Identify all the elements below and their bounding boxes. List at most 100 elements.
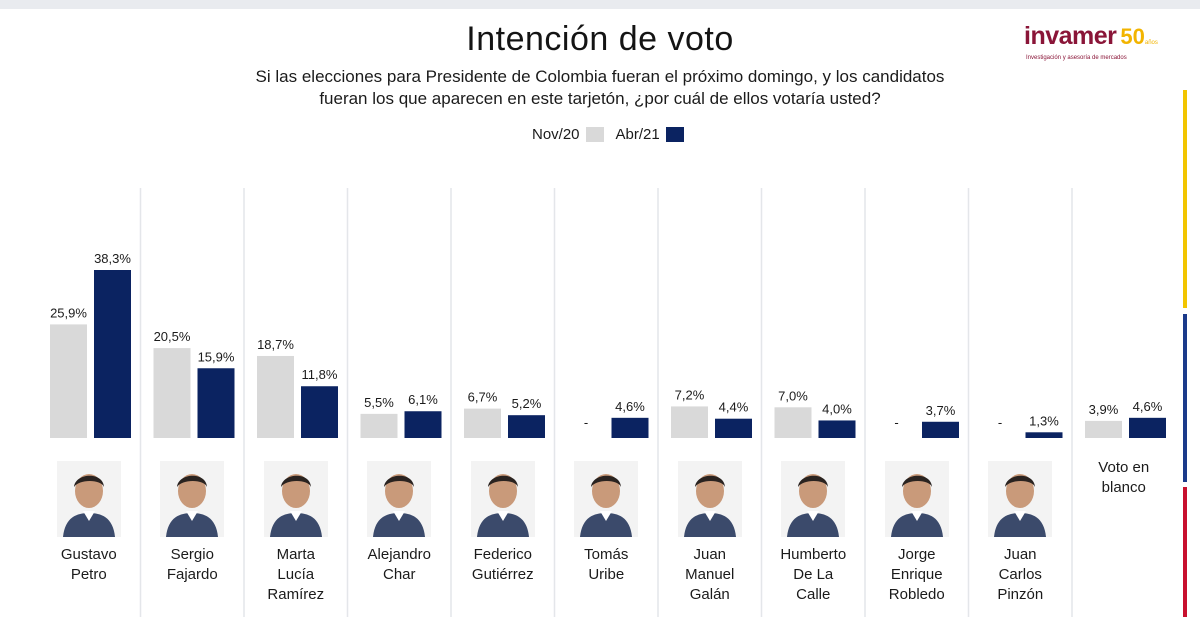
- bar-abr21: [818, 420, 856, 438]
- candidate-photo: [470, 461, 535, 537]
- candidate-name: Alejandro Char: [348, 545, 452, 585]
- candidate-name-line: Uribe: [588, 566, 625, 583]
- chart-legend: Nov/20 Abr/21: [532, 126, 696, 143]
- data-label-nov20: -: [998, 415, 1002, 430]
- candidate-photo: [781, 461, 846, 537]
- candidate-name: Juan Carlos Pinzón: [969, 545, 1073, 605]
- data-label-abr21: 38,3%: [94, 251, 131, 266]
- candidate-name: Juan Manuel Galán: [658, 545, 762, 605]
- data-label-nov20: -: [584, 415, 588, 430]
- bar-abr21: [197, 368, 235, 438]
- data-label-abr21: 3,7%: [926, 403, 956, 418]
- bar-nov20: [360, 413, 398, 438]
- legend-label-nov20: Nov/20: [532, 126, 580, 143]
- subtitle-line-1: Si las elecciones para Presidente de Col…: [255, 67, 945, 86]
- candidate-name-line: Gustavo: [60, 546, 117, 563]
- candidate-name: Federico Gutiérrez: [451, 545, 555, 585]
- logo-anniversary-suffix: años: [1144, 40, 1158, 46]
- bar-nov20: [50, 324, 87, 438]
- candidate-name-line: Pinzón: [997, 586, 1044, 603]
- bar-abr21: [1025, 432, 1063, 438]
- data-label-abr21: 5,2%: [512, 396, 542, 411]
- data-label-nov20: 6,7%: [468, 390, 498, 405]
- candidate-name-line: Petro: [70, 566, 107, 583]
- bar-nov20: [774, 407, 812, 438]
- logo-wordmark: invamer: [1024, 22, 1117, 50]
- data-label-nov20: 7,2%: [675, 387, 705, 402]
- candidate-name-line: Jorge: [897, 546, 936, 563]
- data-label-abr21: 4,0%: [822, 401, 852, 416]
- logo-tagline: Investigación y asesoría de mercados: [1026, 55, 1127, 61]
- data-label-abr21: 4,6%: [1133, 399, 1163, 414]
- candidate-name: Gustavo Petro: [37, 545, 141, 585]
- candidate-name-line: Juan: [693, 546, 727, 563]
- bar-abr21: [611, 417, 649, 438]
- bar-abr21: [1129, 417, 1166, 438]
- bar-abr21: [404, 411, 442, 438]
- bar-abr21: [715, 418, 752, 438]
- candidate-name-line: Gutiérrez: [471, 566, 534, 583]
- data-label-nov20: 20,5%: [154, 329, 191, 344]
- candidate-name-line: Sergio: [170, 546, 214, 563]
- invamer-logo: invamer 50años Investigación y asesoría d…: [1024, 22, 1174, 72]
- candidate-name-line: Enrique: [890, 566, 943, 583]
- accent-bar-yellow: [1183, 90, 1187, 308]
- candidate-name-line: Robledo: [888, 586, 945, 603]
- candidate-name: Marta Lucía Ramírez: [244, 545, 348, 605]
- bar-nov20: [257, 355, 294, 438]
- accent-bar-blue: [1183, 314, 1187, 482]
- data-label-abr21: 4,6%: [615, 399, 645, 414]
- candidate-name-line: Char: [382, 566, 416, 583]
- candidate-name-line: Manuel: [685, 566, 735, 583]
- bar-nov20: [464, 408, 501, 438]
- candidate-name-line: Ramírez: [267, 586, 325, 603]
- data-label-abr21: 4,4%: [719, 400, 749, 415]
- candidate-name-line: Galán: [689, 586, 730, 603]
- candidate-name-line: Lucía: [277, 566, 315, 583]
- candidate-photo: [56, 461, 121, 537]
- legend-swatch-abr21: [665, 127, 684, 142]
- candidate-name-line: Carlos: [998, 566, 1042, 583]
- chart-subtitle: Si las elecciones para Presidente de Col…: [200, 66, 1000, 110]
- candidate-photo: [884, 461, 949, 537]
- chart-title: Intención de voto: [466, 20, 734, 58]
- data-label-nov20: 7,0%: [778, 388, 808, 403]
- legend-swatch-nov20: [585, 127, 604, 142]
- accent-bar-red: [1183, 487, 1187, 617]
- bar-abr21: [922, 421, 959, 438]
- candidate-name-line: Calle: [796, 586, 831, 603]
- subtitle-line-2: fueran los que aparecen en este tarjetón…: [319, 89, 881, 108]
- candidate-photo: [574, 461, 639, 537]
- bar-abr21: [94, 270, 131, 438]
- candidate-name-line: Voto en: [1098, 459, 1150, 476]
- candidate-photo: [263, 461, 328, 537]
- candidate-photo: [367, 461, 432, 537]
- candidate-name-line: Marta: [276, 546, 315, 563]
- top-bar: [0, 0, 1200, 9]
- candidate-photo: [160, 461, 225, 537]
- candidate-name: Voto en blanco: [1072, 458, 1176, 498]
- candidate-name: Jorge Enrique Robledo: [865, 545, 969, 605]
- candidate-name: Humberto De La Calle: [762, 545, 866, 605]
- logo-anniversary: 50: [1120, 24, 1145, 49]
- candidate-name-line: De La: [793, 566, 834, 583]
- bar-nov20: [1085, 420, 1122, 438]
- data-label-nov20: -: [894, 415, 898, 430]
- candidate-name-line: Tomás: [584, 546, 629, 563]
- candidate-name-line: blanco: [1101, 479, 1146, 496]
- candidate-name-line: Fajardo: [166, 566, 218, 583]
- data-label-nov20: 5,5%: [364, 395, 394, 410]
- candidate-photo: [988, 461, 1053, 537]
- data-label-abr21: 11,8%: [302, 367, 338, 382]
- data-label-nov20: 3,9%: [1089, 402, 1119, 417]
- bar-abr21: [508, 415, 545, 438]
- candidate-name: Sergio Fajardo: [141, 545, 245, 585]
- candidate-name-line: Juan: [1003, 546, 1037, 563]
- candidate-name-line: Federico: [473, 546, 532, 563]
- candidate-name: Tomás Uribe: [555, 545, 659, 585]
- data-label-abr21: 15,9%: [198, 349, 235, 364]
- candidate-name-line: Alejandro: [367, 546, 431, 563]
- bar-nov20: [153, 348, 191, 438]
- bar-abr21: [301, 386, 338, 438]
